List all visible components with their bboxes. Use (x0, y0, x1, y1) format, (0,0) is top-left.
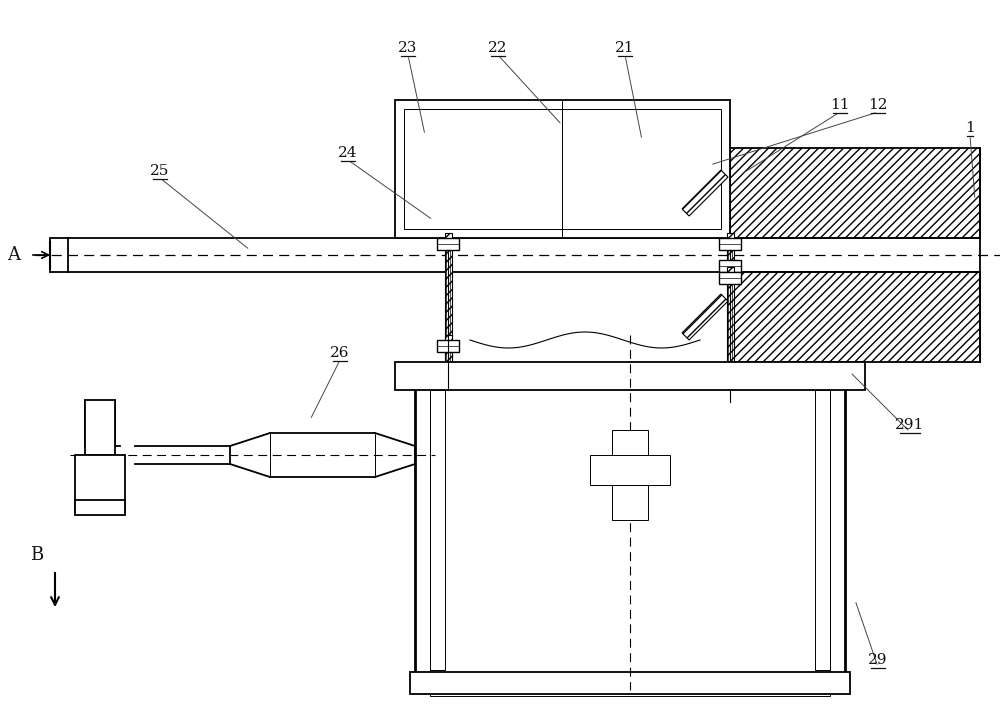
Bar (395, 362, 865, 390)
Bar (590, 455, 670, 485)
Text: 12: 12 (868, 98, 888, 112)
Bar (75, 500, 125, 515)
Bar (719, 260, 741, 272)
Text: 11: 11 (830, 98, 850, 112)
Text: B: B (30, 546, 43, 564)
Bar (612, 430, 648, 520)
Bar (437, 340, 459, 352)
Bar (430, 385, 830, 696)
Text: 25: 25 (150, 164, 170, 178)
Bar (437, 378, 459, 390)
Bar (719, 385, 741, 397)
Text: 29: 29 (868, 653, 888, 667)
Bar (404, 109, 721, 229)
Text: 291: 291 (895, 418, 925, 432)
Bar (815, 390, 830, 670)
Text: 1: 1 (965, 121, 975, 135)
Bar (719, 272, 741, 284)
Bar (727, 233, 734, 277)
Text: 23: 23 (398, 41, 418, 55)
Bar (437, 373, 459, 385)
Bar (85, 400, 115, 455)
Bar (50, 238, 68, 272)
Bar (730, 272, 980, 362)
Bar (430, 390, 445, 670)
Bar (445, 233, 452, 390)
Bar (719, 238, 741, 250)
Bar (437, 238, 459, 250)
Bar (410, 672, 850, 694)
Text: 24: 24 (338, 146, 358, 160)
Polygon shape (682, 294, 728, 340)
Text: 21: 21 (615, 41, 635, 55)
Polygon shape (682, 170, 728, 216)
Bar (445, 335, 452, 395)
Bar (75, 455, 125, 510)
Bar (730, 148, 980, 238)
Bar (395, 100, 730, 238)
Text: 26: 26 (330, 346, 350, 360)
Text: 22: 22 (488, 41, 508, 55)
Bar (727, 267, 734, 402)
Bar (415, 385, 845, 680)
Text: A: A (7, 246, 20, 264)
